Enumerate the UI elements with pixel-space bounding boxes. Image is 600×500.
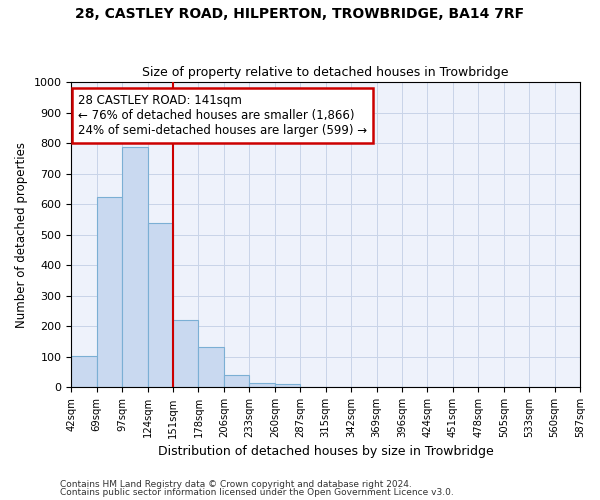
X-axis label: Distribution of detached houses by size in Trowbridge: Distribution of detached houses by size … bbox=[158, 444, 494, 458]
Bar bbox=[97, 198, 122, 388]
Bar bbox=[275, 384, 300, 388]
Bar bbox=[250, 382, 275, 388]
Y-axis label: Number of detached properties: Number of detached properties bbox=[15, 142, 28, 328]
Bar bbox=[148, 224, 173, 388]
Text: 28, CASTLEY ROAD, HILPERTON, TROWBRIDGE, BA14 7RF: 28, CASTLEY ROAD, HILPERTON, TROWBRIDGE,… bbox=[76, 8, 524, 22]
Bar bbox=[71, 356, 97, 388]
Text: Contains public sector information licensed under the Open Government Licence v3: Contains public sector information licen… bbox=[60, 488, 454, 497]
Title: Size of property relative to detached houses in Trowbridge: Size of property relative to detached ho… bbox=[142, 66, 509, 80]
Bar bbox=[173, 320, 199, 388]
Text: 28 CASTLEY ROAD: 141sqm
← 76% of detached houses are smaller (1,866)
24% of semi: 28 CASTLEY ROAD: 141sqm ← 76% of detache… bbox=[78, 94, 367, 138]
Bar bbox=[122, 147, 148, 388]
Text: Contains HM Land Registry data © Crown copyright and database right 2024.: Contains HM Land Registry data © Crown c… bbox=[60, 480, 412, 489]
Bar bbox=[199, 347, 224, 388]
Bar bbox=[224, 374, 250, 388]
